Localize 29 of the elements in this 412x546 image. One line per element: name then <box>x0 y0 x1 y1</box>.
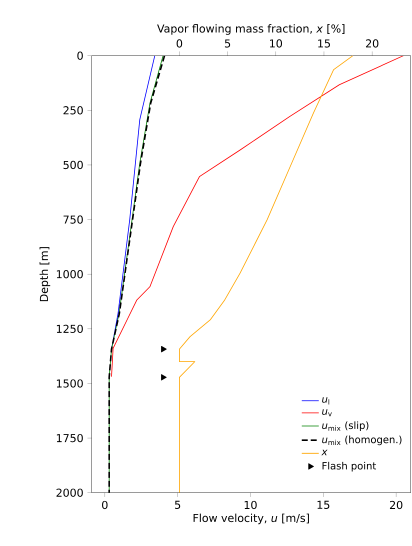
legend-label: u$_{mix}$ (homogen.) <box>322 436 402 446</box>
legend-label: x <box>321 450 328 456</box>
x-tick-label: 10 <box>244 500 257 510</box>
legend-label: u$_{l}$ <box>322 397 330 405</box>
line-series <box>111 56 404 378</box>
x-tick-label: 5 <box>175 500 180 509</box>
legend-label: u$_{v}$ <box>322 409 332 416</box>
x2-tick-label: 10 <box>270 39 282 48</box>
y-axis-title: Depth [m] <box>40 247 50 302</box>
y-tick-label: 1000 <box>56 270 83 278</box>
x2-tick-label: 20 <box>366 39 378 48</box>
y-tick-label: 0 <box>77 52 83 60</box>
x2-axis-title: Vapor flowing mass fraction, x [%] <box>157 24 344 35</box>
x-tick-label: 0 <box>102 500 108 510</box>
y-tick-label: 250 <box>63 106 83 114</box>
y-tick-label: 2000 <box>56 488 83 497</box>
legend-label: u$_{mix}$ (slip) <box>322 421 368 432</box>
y-tick-label: 500 <box>64 160 83 170</box>
x-tick-label: 20 <box>390 500 402 510</box>
legend-label: Flash point <box>322 462 376 472</box>
x-axis-title: Flow velocity, u [m/s] <box>194 514 309 524</box>
x2-tick-label: 15 <box>318 39 330 48</box>
y-tick-label: 1250 <box>56 324 83 333</box>
y-tick-label: 1750 <box>56 434 83 442</box>
y-tick-label: 750 <box>64 215 83 224</box>
x2-tick-label: 0 <box>176 39 182 48</box>
y-tick-label: 1500 <box>56 379 83 388</box>
x2-tick-label: 5 <box>224 39 230 48</box>
x-tick-label: 15 <box>318 500 330 509</box>
